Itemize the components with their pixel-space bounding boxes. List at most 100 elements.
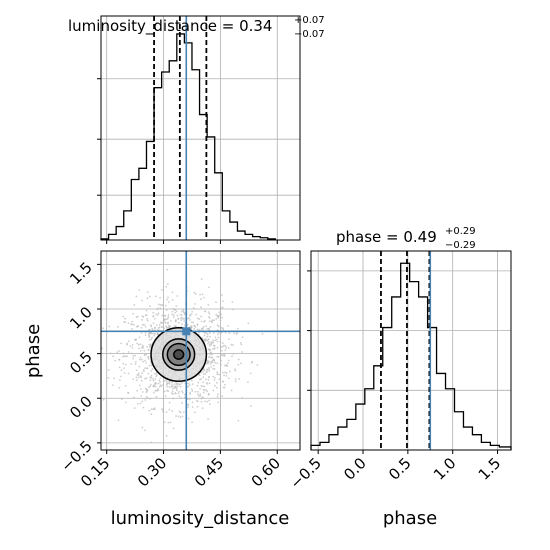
- sample-point: [165, 434, 168, 437]
- sample-point: [137, 372, 140, 375]
- sample-point: [139, 343, 142, 346]
- sample-point: [194, 390, 197, 393]
- sample-point: [160, 408, 163, 410]
- sample-point: [132, 312, 135, 315]
- sample-point: [142, 368, 145, 371]
- sample-point: [138, 358, 141, 361]
- sample-point: [175, 382, 178, 385]
- sample-point: [226, 365, 229, 367]
- sample-point: [216, 395, 219, 398]
- sample-point: [178, 395, 181, 398]
- sample-point: [135, 325, 138, 328]
- sample-point: [201, 293, 204, 296]
- sample-point: [130, 363, 133, 365]
- sample-point: [213, 344, 216, 347]
- x-tick-label: 0.5: [385, 454, 415, 484]
- sample-point: [200, 306, 202, 309]
- sample-point: [157, 382, 160, 385]
- sample-point: [171, 410, 174, 413]
- sample-point: [213, 319, 216, 322]
- sample-point: [209, 335, 211, 338]
- sample-point: [151, 336, 154, 339]
- sample-point: [157, 328, 160, 331]
- sample-point: [211, 321, 214, 324]
- sample-point: [217, 325, 220, 328]
- sample-point: [140, 394, 143, 397]
- sample-point: [149, 385, 152, 388]
- sample-point: [237, 363, 240, 366]
- sample-point: [162, 410, 164, 413]
- sample-point: [207, 311, 210, 314]
- sample-point: [200, 298, 202, 300]
- sample-point: [199, 393, 201, 395]
- sample-point: [196, 405, 199, 408]
- sample-point: [230, 343, 233, 346]
- sample-point: [168, 382, 171, 385]
- sample-point: [166, 385, 169, 388]
- sample-point: [234, 369, 237, 372]
- sample-point: [206, 368, 208, 371]
- sample-point: [166, 389, 169, 392]
- sample-point: [234, 378, 237, 380]
- sample-point: [148, 295, 151, 298]
- sample-point: [143, 349, 146, 352]
- sample-point: [123, 367, 125, 370]
- sample-point: [222, 328, 225, 331]
- sample-point: [166, 322, 169, 325]
- sample-point: [210, 361, 212, 364]
- x-tick-label: 0.60: [248, 454, 284, 490]
- sample-point: [137, 343, 140, 346]
- sample-point: [206, 335, 209, 338]
- sample-point: [163, 379, 166, 382]
- sample-point: [172, 307, 175, 310]
- sample-point: [155, 313, 157, 316]
- sample-point: [225, 347, 228, 350]
- sample-point: [159, 381, 161, 384]
- sample-point: [159, 377, 162, 380]
- sample-point: [120, 342, 123, 345]
- sample-point: [154, 372, 156, 375]
- sample-point: [215, 338, 218, 341]
- sample-point: [187, 385, 189, 388]
- sample-point: [222, 300, 224, 303]
- sample-point: [163, 421, 166, 424]
- sample-point: [202, 338, 205, 341]
- sample-point: [239, 341, 242, 344]
- sample-point: [212, 341, 214, 344]
- sample-point: [193, 327, 195, 330]
- sample-point: [219, 364, 222, 366]
- sample-point: [256, 364, 259, 366]
- sample-point: [159, 304, 162, 307]
- sample-point: [191, 390, 194, 392]
- sample-point: [211, 361, 214, 364]
- sample-point: [123, 321, 125, 324]
- sample-point: [216, 324, 219, 327]
- sample-point: [140, 376, 143, 379]
- sample-point: [122, 362, 125, 365]
- sample-point: [147, 372, 150, 375]
- sample-point: [135, 338, 138, 341]
- sample-point: [190, 321, 193, 324]
- sample-point: [192, 321, 195, 324]
- sample-point: [146, 346, 149, 348]
- sample-point: [146, 291, 149, 294]
- sample-point: [180, 310, 183, 313]
- sample-point: [203, 320, 206, 323]
- sample-point: [118, 379, 121, 382]
- sample-point: [209, 363, 212, 365]
- sample-point: [161, 314, 164, 317]
- sample-point: [144, 314, 147, 317]
- sample-point: [140, 358, 143, 361]
- sample-point: [150, 369, 153, 372]
- sample-point: [174, 311, 177, 314]
- sample-point: [202, 381, 205, 384]
- sample-point: [191, 401, 194, 404]
- sample-point: [131, 320, 134, 323]
- sample-point: [171, 299, 174, 301]
- sample-point: [220, 359, 223, 362]
- sample-point: [154, 295, 157, 298]
- sample-point: [179, 313, 182, 316]
- sample-point: [210, 341, 212, 344]
- sample-point: [207, 392, 210, 395]
- sample-point: [197, 390, 200, 393]
